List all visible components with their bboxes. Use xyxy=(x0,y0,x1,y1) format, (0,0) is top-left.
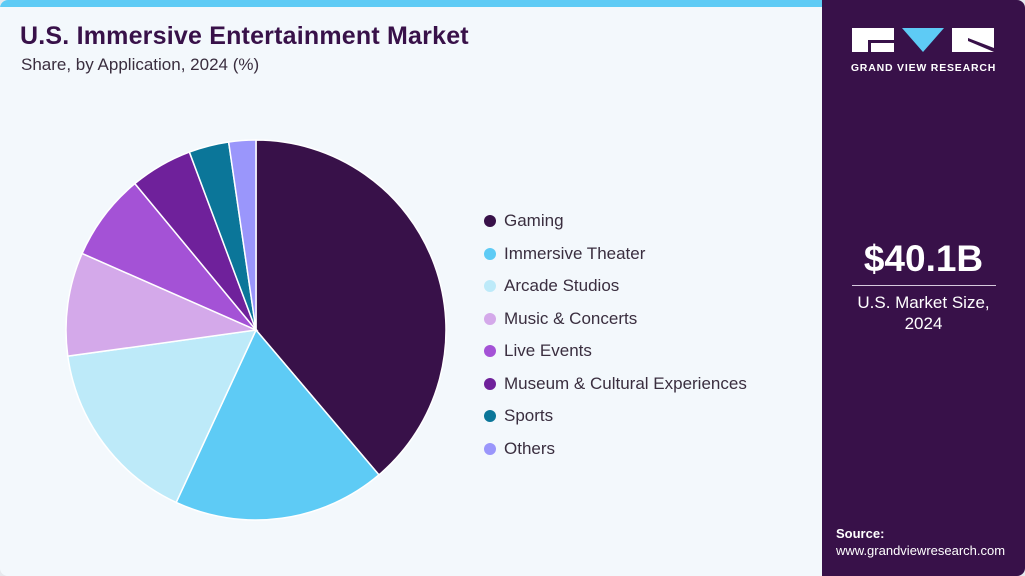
chart-subtitle: Share, by Application, 2024 (%) xyxy=(21,55,260,74)
legend-dot-icon xyxy=(484,410,496,423)
legend-label: Music & Concerts xyxy=(504,308,638,328)
chart-title: U.S. Immersive Entertainment Market xyxy=(20,22,469,50)
legend-item: Music & Concerts xyxy=(484,303,747,336)
grand-view-research-logo-icon xyxy=(852,28,994,52)
legend-label: Sports xyxy=(504,406,554,426)
legend-item: Arcade Studios xyxy=(484,270,747,303)
market-size-label-line2: 2024 xyxy=(904,314,943,333)
pie-slice-arcade-studios xyxy=(66,329,258,504)
source-label: Source: xyxy=(836,526,885,541)
pie-slice-immersive-theater xyxy=(175,328,380,521)
legend-dot-icon xyxy=(484,345,496,358)
legend-label: Arcade Studios xyxy=(504,276,620,296)
chart-legend: Gaming Immersive Theater Arcade Studios Mus… xyxy=(484,205,747,465)
pie-slice-others xyxy=(227,139,257,331)
market-size-value: $40.1B xyxy=(863,238,984,279)
legend-dot-icon xyxy=(484,280,496,293)
legend-item: Museum & Cultural Experiences xyxy=(484,368,747,401)
accent-bar xyxy=(0,0,822,7)
pie-slice-music-concerts xyxy=(65,252,259,358)
legend-label: Immersive Theater xyxy=(504,243,646,263)
legend-dot-icon xyxy=(484,215,496,228)
legend-label: Museum & Cultural Experiences xyxy=(504,373,747,393)
legend-dot-icon xyxy=(484,247,496,260)
pie-chart xyxy=(65,139,447,521)
legend-item: Sports xyxy=(484,400,747,433)
legend-dot-icon xyxy=(484,312,496,325)
legend-label: Live Events xyxy=(504,341,592,361)
legend-item: Immersive Theater xyxy=(484,238,747,271)
legend-item: Gaming xyxy=(484,205,747,238)
market-size-label: U.S. Market Size, 2024 xyxy=(822,292,1025,334)
brand-name: GRAND VIEW RESEARCH xyxy=(850,62,997,74)
legend-dot-icon xyxy=(484,442,496,455)
pie-slice-gaming xyxy=(255,139,447,476)
legend-label: Gaming xyxy=(504,211,564,231)
legend-item: Others xyxy=(484,433,747,466)
legend-label: Others xyxy=(504,438,556,458)
info-sidebar: GRAND VIEW RESEARCH $40.1B U.S. Market S… xyxy=(822,0,1025,576)
source-link[interactable]: www.grandviewresearch.com xyxy=(836,543,1006,558)
market-size-label-line1: U.S. Market Size, xyxy=(857,293,990,312)
legend-dot-icon xyxy=(484,377,496,390)
divider xyxy=(852,285,996,286)
legend-item: Live Events xyxy=(484,335,747,368)
